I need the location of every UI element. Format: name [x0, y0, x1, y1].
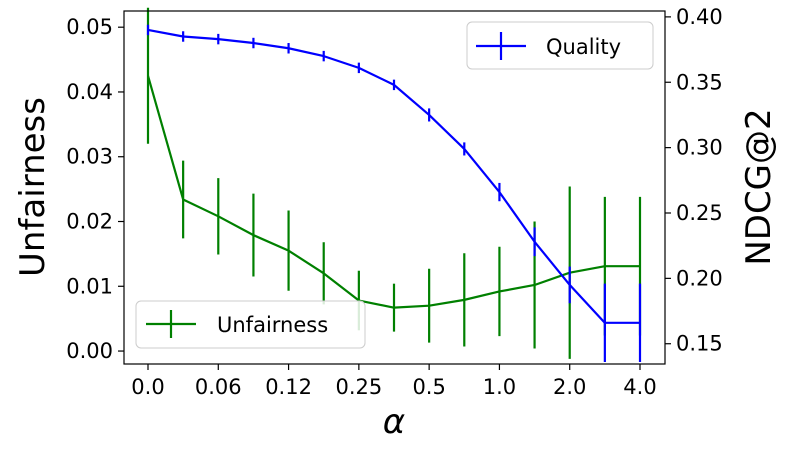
series-quality: [146, 24, 642, 363]
y-axis-right: 0.15 0.20 0.25 0.30 0.35 0.40: [665, 5, 723, 356]
plot-frame: [123, 10, 666, 365]
x-tick-label: 1.0: [483, 375, 516, 399]
x-tick-label: 0.06: [195, 375, 242, 399]
y-right-tick-label: 0.15: [676, 332, 723, 356]
y-left-tick-label: 0.05: [66, 15, 113, 39]
x-axis-label: α: [383, 402, 405, 442]
y-axis-left: 0.00 0.01 0.02 0.03 0.04 0.05: [66, 15, 124, 363]
x-tick-label: 0.0: [131, 375, 164, 399]
y-right-tick-label: 0.40: [676, 5, 723, 29]
y-left-tick-label: 0.04: [66, 80, 113, 104]
x-tick-label: 4.0: [623, 375, 656, 399]
y-left-tick-label: 0.00: [66, 339, 113, 363]
y-left-tick-label: 0.03: [66, 145, 113, 169]
legend-quality: Quality: [466, 21, 654, 70]
y-right-tick-label: 0.25: [676, 201, 723, 225]
x-axis: 0.0 0.06 0.12 0.25 0.5 1.0 2.0 4.0: [131, 364, 657, 399]
legend-unfairness-label: Unfairness: [217, 313, 328, 337]
x-tick-label: 0.12: [265, 375, 312, 399]
y-right-tick-label: 0.30: [676, 136, 723, 160]
y-left-tick-label: 0.02: [66, 210, 113, 234]
legend-unfairness: Unfairness: [135, 300, 366, 349]
y-axis-left-label: Unfairness: [13, 97, 53, 277]
legend-quality-label: Quality: [546, 35, 621, 59]
y-right-tick-label: 0.20: [676, 266, 723, 290]
y-left-tick-label: 0.01: [66, 274, 113, 298]
y-right-tick-label: 0.35: [676, 70, 723, 94]
x-tick-label: 2.0: [553, 375, 586, 399]
legend-unfairness-box: [135, 300, 366, 349]
y-axis-right-label: NDCG@2: [739, 108, 779, 265]
x-tick-label: 0.5: [412, 375, 445, 399]
legend-quality-box: [466, 21, 654, 70]
x-tick-label: 0.25: [335, 375, 382, 399]
